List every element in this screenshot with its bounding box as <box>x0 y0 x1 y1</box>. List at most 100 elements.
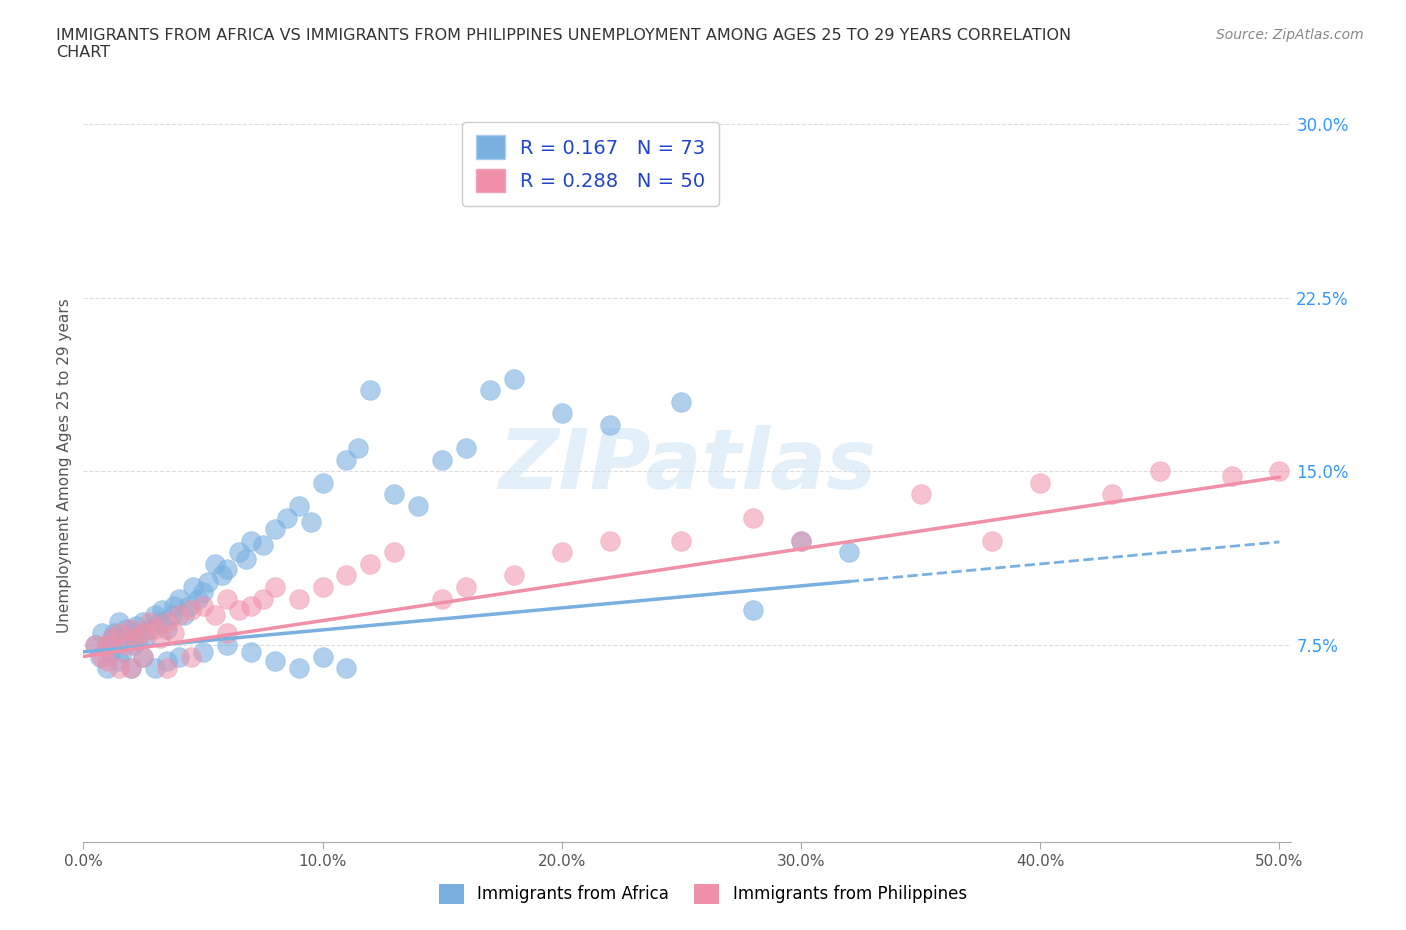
Point <box>156 660 179 675</box>
Point <box>347 441 370 456</box>
Point <box>108 615 131 630</box>
Text: ZIPatlas: ZIPatlas <box>498 425 876 506</box>
Point <box>132 626 155 641</box>
Point <box>742 511 765 525</box>
Point <box>204 556 226 571</box>
Point <box>125 619 148 634</box>
Point <box>215 591 238 606</box>
Point <box>228 545 250 560</box>
Point <box>359 556 381 571</box>
Point <box>156 621 179 636</box>
Point <box>197 575 219 590</box>
Point <box>299 515 322 530</box>
Point <box>183 579 205 594</box>
Point <box>239 644 262 659</box>
Point <box>132 649 155 664</box>
Point <box>96 637 118 652</box>
Point <box>382 545 405 560</box>
Point <box>127 633 149 648</box>
Point <box>671 533 693 548</box>
Point <box>115 621 138 636</box>
Point <box>108 660 131 675</box>
Point <box>263 654 285 669</box>
Point <box>96 660 118 675</box>
Legend: R = 0.167   N = 73, R = 0.288   N = 50: R = 0.167 N = 73, R = 0.288 N = 50 <box>463 122 720 206</box>
Point <box>103 626 125 641</box>
Point <box>149 631 172 645</box>
Point <box>454 441 477 456</box>
Point <box>96 654 118 669</box>
Point <box>382 487 405 502</box>
Point <box>235 551 257 566</box>
Point <box>1149 464 1171 479</box>
Point <box>180 649 202 664</box>
Point <box>191 598 214 613</box>
Point <box>215 626 238 641</box>
Point <box>239 533 262 548</box>
Point <box>115 637 138 652</box>
Point <box>143 660 166 675</box>
Point <box>125 631 148 645</box>
Point <box>215 561 238 576</box>
Point <box>177 598 200 613</box>
Point <box>180 603 202 618</box>
Point <box>239 598 262 613</box>
Text: Source: ZipAtlas.com: Source: ZipAtlas.com <box>1216 28 1364 42</box>
Point <box>430 591 453 606</box>
Point <box>263 579 285 594</box>
Y-axis label: Unemployment Among Ages 25 to 29 years: Unemployment Among Ages 25 to 29 years <box>58 299 72 633</box>
Point <box>671 394 693 409</box>
Point <box>139 615 162 630</box>
Point <box>276 511 298 525</box>
Point <box>120 621 142 636</box>
Point <box>406 498 429 513</box>
Point <box>551 406 574 421</box>
Point <box>478 383 501 398</box>
Point <box>742 603 765 618</box>
Point <box>191 644 214 659</box>
Point <box>132 615 155 630</box>
Point <box>132 649 155 664</box>
Point <box>96 637 118 652</box>
Point <box>287 660 309 675</box>
Point <box>430 452 453 467</box>
Point <box>981 533 1004 548</box>
Point <box>143 607 166 622</box>
Point <box>228 603 250 618</box>
Point <box>134 631 156 645</box>
Point <box>84 637 107 652</box>
Point <box>101 631 124 645</box>
Point <box>335 660 357 675</box>
Point <box>191 584 214 599</box>
Point <box>98 644 121 659</box>
Point <box>108 654 131 669</box>
Point <box>252 591 274 606</box>
Point <box>311 649 333 664</box>
Point <box>167 607 190 622</box>
Point <box>187 591 209 606</box>
Point <box>263 522 285 537</box>
Point <box>122 637 145 652</box>
Point <box>790 533 813 548</box>
Point <box>287 591 309 606</box>
Point <box>120 660 142 675</box>
Point <box>1101 487 1123 502</box>
Point <box>139 621 162 636</box>
Point <box>163 626 186 641</box>
Point <box>359 383 381 398</box>
Point <box>89 649 111 664</box>
Legend: Immigrants from Africa, Immigrants from Philippines: Immigrants from Africa, Immigrants from … <box>430 875 976 912</box>
Point <box>156 654 179 669</box>
Point <box>599 533 621 548</box>
Point <box>160 607 183 622</box>
Point <box>252 538 274 552</box>
Point <box>454 579 477 594</box>
Point <box>91 626 114 641</box>
Point <box>790 533 813 548</box>
Point <box>215 637 238 652</box>
Point <box>1268 464 1291 479</box>
Point <box>211 568 233 583</box>
Point <box>110 644 132 659</box>
Point <box>167 591 190 606</box>
Point <box>204 607 226 622</box>
